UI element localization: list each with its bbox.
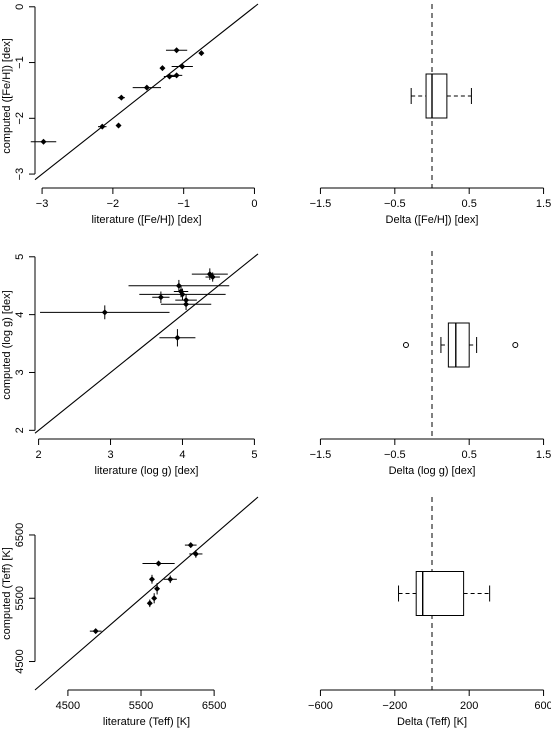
- x-tick-label: −0.5: [384, 449, 406, 461]
- box-iqr: [415, 571, 465, 616]
- x-tick-label: 0.5: [462, 198, 477, 210]
- data-point: [151, 595, 158, 602]
- data-point: [179, 291, 186, 298]
- panel-5: [319, 497, 545, 696]
- x-tick-label: −0.5: [384, 198, 406, 210]
- data-point: [148, 576, 155, 583]
- panel-3: [319, 251, 545, 445]
- box-iqr: [425, 73, 448, 119]
- x-tick-label: 1.5: [536, 449, 551, 461]
- data-point: [92, 628, 99, 635]
- box-iqr: [447, 322, 470, 368]
- x-tick-label: −200: [382, 700, 407, 712]
- data-point: [179, 63, 186, 70]
- data-point: [154, 585, 161, 592]
- data-point: [174, 334, 181, 341]
- x-tick-label: −2: [107, 198, 120, 210]
- data-point: [167, 576, 174, 583]
- x-tick-label: −600: [308, 700, 333, 712]
- y-tick-label: 5500: [14, 586, 26, 610]
- x-tick-label: 600: [534, 700, 551, 712]
- y-axis-label: computed (Teff) [K]: [1, 547, 13, 640]
- data-point: [159, 65, 166, 72]
- data-point: [157, 294, 164, 301]
- y-axis-label: computed (log g) [dex]: [1, 290, 13, 399]
- x-tick-label: −1: [177, 198, 190, 210]
- x-axis-label: literature (Teff) [K]: [103, 716, 190, 728]
- data-point: [198, 50, 205, 57]
- data-point: [166, 73, 173, 80]
- x-tick-label: −1.5: [310, 198, 332, 210]
- x-tick-label: 0: [251, 198, 257, 210]
- y-tick-label: 0: [14, 4, 26, 10]
- x-tick-label: 5: [251, 449, 257, 461]
- one-to-one-line: [34, 496, 259, 691]
- panel-0: [29, 3, 259, 194]
- data-point: [99, 123, 106, 130]
- data-point: [40, 138, 47, 145]
- x-axis-label: literature ([Fe/H]) [dex]: [91, 214, 201, 226]
- x-tick-label: 1.5: [536, 198, 551, 210]
- one-to-one-line: [34, 3, 259, 181]
- x-axis-label: Delta (log g) [dex]: [389, 465, 476, 477]
- data-point: [143, 84, 150, 91]
- x-tick-label: −1.5: [310, 449, 332, 461]
- data-point: [115, 122, 122, 129]
- data-point: [209, 274, 216, 281]
- outlier-point: [402, 342, 409, 348]
- x-tick-label: −3: [36, 198, 49, 210]
- y-tick-label: 4500: [14, 649, 26, 673]
- x-tick-label: 2: [36, 449, 42, 461]
- outlier-point: [512, 342, 519, 348]
- x-tick-label: 6500: [202, 700, 226, 712]
- data-point: [175, 282, 182, 289]
- y-tick-label: 6500: [14, 523, 26, 547]
- y-tick-label: −3: [14, 168, 26, 181]
- x-axis-label: Delta ([Fe/H]) [dex]: [386, 214, 479, 226]
- data-point: [101, 309, 108, 316]
- y-tick-label: −2: [14, 112, 26, 125]
- data-point: [173, 72, 180, 79]
- x-tick-label: 5500: [129, 700, 153, 712]
- panel-2: [29, 253, 259, 445]
- panel-4: [29, 496, 259, 696]
- data-point: [146, 600, 153, 607]
- data-point: [187, 542, 194, 549]
- y-tick-label: 3: [14, 369, 26, 375]
- y-tick-label: 5: [14, 254, 26, 260]
- data-point: [118, 94, 125, 101]
- y-tick-label: 4: [14, 312, 26, 318]
- x-tick-label: 4: [179, 449, 185, 461]
- data-point: [192, 550, 199, 557]
- x-tick-label: 4500: [56, 700, 80, 712]
- x-tick-label: 3: [107, 449, 113, 461]
- y-axis-label: computed ([Fe/H]) [dex]: [1, 38, 13, 154]
- y-tick-label: −1: [14, 56, 26, 69]
- x-tick-label: 200: [460, 700, 478, 712]
- one-to-one-line: [34, 253, 259, 434]
- x-axis-label: Delta (Teff) [K]: [397, 716, 467, 728]
- data-point: [183, 301, 190, 308]
- data-point: [173, 47, 180, 54]
- x-tick-label: 0.5: [462, 449, 477, 461]
- data-point: [155, 560, 162, 567]
- panel-1: [319, 4, 545, 194]
- x-axis-label: literature (log g) [dex]: [95, 465, 199, 477]
- y-tick-label: 2: [14, 427, 26, 433]
